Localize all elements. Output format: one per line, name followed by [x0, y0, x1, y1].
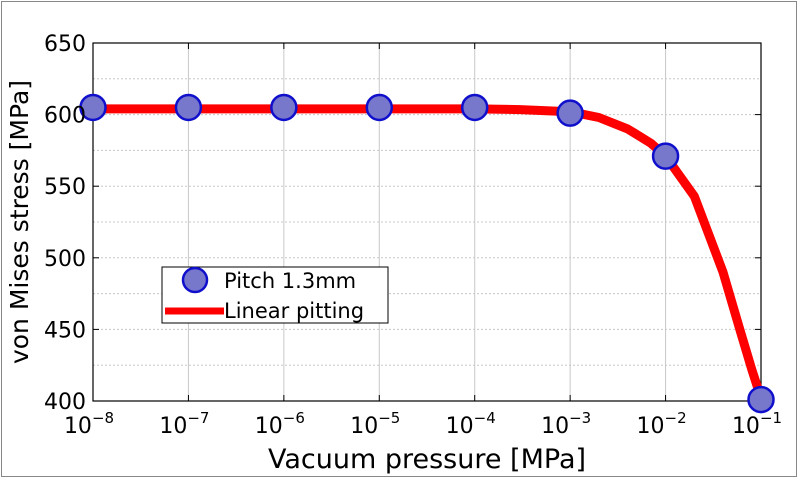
series-pitch-markers: [79, 93, 775, 414]
legend-label-linear: Linear pitting: [224, 299, 364, 323]
x-tick-label: 10−3: [541, 409, 591, 439]
data-point-pitch: [460, 93, 489, 122]
x-tick-label: 10−2: [637, 409, 687, 439]
data-point-pitch: [174, 93, 203, 122]
data-point-pitch: [79, 93, 107, 122]
x-tick-label: 10−7: [159, 409, 209, 439]
x-tick-label: 10−6: [255, 409, 305, 439]
x-tick-label: 10−5: [350, 409, 400, 439]
legend-label-pitch: Pitch 1.3mm: [224, 269, 356, 293]
plot-area: [92, 42, 762, 402]
data-point-pitch: [270, 93, 298, 122]
y-tick-label: 500: [44, 247, 86, 272]
data-point-pitch: [556, 99, 584, 127]
series-linear-pitting: [93, 104, 766, 400]
y-axis-label: von Mises stress [MPa]: [5, 80, 34, 364]
series-line-linear-pitting: [93, 104, 766, 400]
y-tick-label: 400: [44, 390, 86, 415]
x-tick-label: 10−4: [446, 409, 496, 439]
x-tick-label: 10−8: [64, 409, 114, 439]
x-axis-label: Vacuum pressure [MPa]: [268, 444, 586, 475]
legend-marker-pitch: [181, 266, 209, 294]
x-tick-labels: 10−8 10−7 10−6 10−5 10−4 10−3 10−2 10−1: [64, 409, 782, 439]
data-point-pitch: [747, 385, 775, 414]
y-tick-label: 600: [44, 104, 86, 129]
x-tick-label: 10−1: [732, 409, 782, 439]
axis-ticks: [92, 42, 762, 402]
data-point-pitch: [365, 93, 394, 122]
data-point-pitch: [651, 142, 680, 170]
y-tick-label: 550: [44, 175, 86, 200]
y-tick-label: 450: [44, 318, 86, 343]
y-tick-label: 650: [44, 32, 86, 57]
legend: Pitch 1.3mm Linear pitting: [161, 266, 389, 324]
y-tick-labels: 400 450 500 550 600 650: [44, 32, 86, 415]
